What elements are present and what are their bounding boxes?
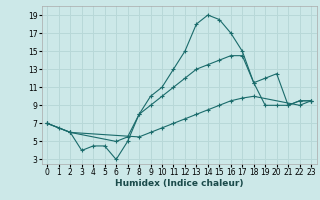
X-axis label: Humidex (Indice chaleur): Humidex (Indice chaleur) [115,179,244,188]
